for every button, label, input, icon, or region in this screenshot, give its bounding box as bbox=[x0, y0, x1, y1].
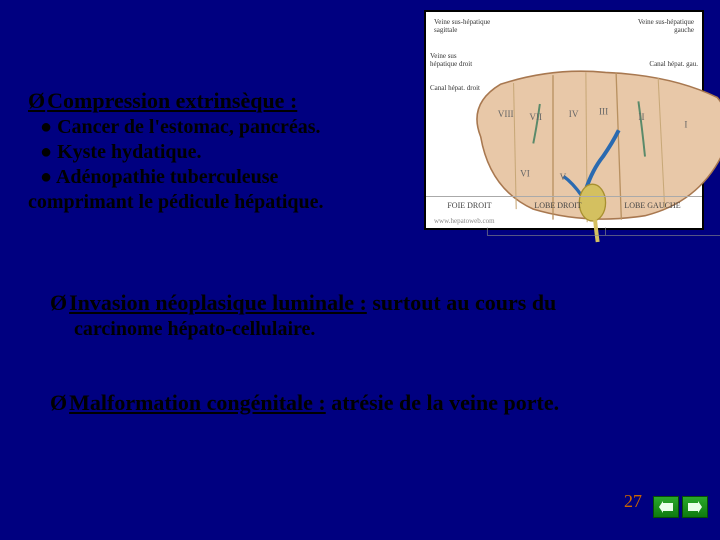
svg-text:I: I bbox=[684, 120, 687, 130]
svg-text:VIII: VIII bbox=[498, 109, 514, 119]
svg-text:VII: VII bbox=[529, 112, 542, 122]
arrow-right-icon bbox=[688, 501, 702, 513]
compression-heading: ØCompression extrinsèque : bbox=[28, 88, 408, 114]
diagram-bottom-labels: FOIE DROIT LOBE DROIT LOBE GAUCHE bbox=[426, 196, 702, 210]
next-button[interactable] bbox=[682, 496, 708, 518]
prev-button[interactable] bbox=[653, 496, 679, 518]
compression-bullet-2: ● Kyste hydatique. bbox=[40, 141, 408, 164]
diagram-bottom-left: FOIE DROIT bbox=[447, 201, 491, 210]
invasion-heading: ØInvasion néoplasique luminale : surtout… bbox=[50, 290, 670, 316]
svg-text:III: III bbox=[599, 107, 608, 117]
diagram-source-url: www.hepatoweb.com bbox=[434, 217, 495, 225]
malformation-title: Malformation congénitale : bbox=[69, 390, 326, 415]
malformation-tail: atrésie de la veine porte. bbox=[331, 390, 559, 415]
svg-text:VI: VI bbox=[520, 168, 530, 178]
slide-root: Veine sus-hépatique sagittale Veine sus-… bbox=[0, 0, 720, 540]
liver-diagram: Veine sus-hépatique sagittale Veine sus-… bbox=[424, 10, 704, 230]
page-number: 27 bbox=[624, 491, 642, 512]
section-malformation: ØMalformation congénitale : atrésie de l… bbox=[50, 390, 670, 416]
diagram-inner: Veine sus-hépatique sagittale Veine sus-… bbox=[426, 12, 702, 228]
invasion-title: Invasion néoplasique luminale : bbox=[69, 290, 367, 315]
compression-continuation: comprimant le pédicule hépatique. bbox=[28, 191, 408, 214]
nav-controls bbox=[653, 496, 708, 518]
svg-text:V: V bbox=[560, 172, 567, 182]
diagram-label-top-left: Veine sus-hépatique sagittale bbox=[434, 18, 494, 34]
arrow-icon: Ø bbox=[50, 390, 67, 415]
arrow-icon: Ø bbox=[28, 88, 45, 113]
compression-title: Compression extrinsèque : bbox=[47, 88, 297, 113]
svg-text:II: II bbox=[638, 112, 644, 122]
section-invasion: ØInvasion néoplasique luminale : surtout… bbox=[50, 290, 670, 341]
svg-text:IV: IV bbox=[569, 109, 579, 119]
compression-bullet-3: ● Adénopathie tuberculeuse bbox=[40, 166, 408, 189]
malformation-heading: ØMalformation congénitale : atrésie de l… bbox=[50, 390, 670, 416]
liver-svg: VIII VII IV III II I VI V bbox=[461, 42, 720, 258]
arrow-icon: Ø bbox=[50, 290, 67, 315]
invasion-continuation: carcinome hépato-cellulaire. bbox=[74, 318, 670, 341]
invasion-tail: surtout au cours du bbox=[372, 290, 556, 315]
compression-bullet-1: ● Cancer de l'estomac, pancréas. bbox=[40, 116, 408, 139]
diagram-bottom-mid: LOBE DROIT bbox=[534, 201, 581, 210]
arrow-left-icon bbox=[659, 501, 673, 513]
diagram-bottom-right: LOBE GAUCHE bbox=[624, 201, 680, 210]
diagram-label-top-right: Veine sus-hépatique gauche bbox=[634, 18, 694, 34]
section-compression: ØCompression extrinsèque : ● Cancer de l… bbox=[28, 88, 408, 214]
